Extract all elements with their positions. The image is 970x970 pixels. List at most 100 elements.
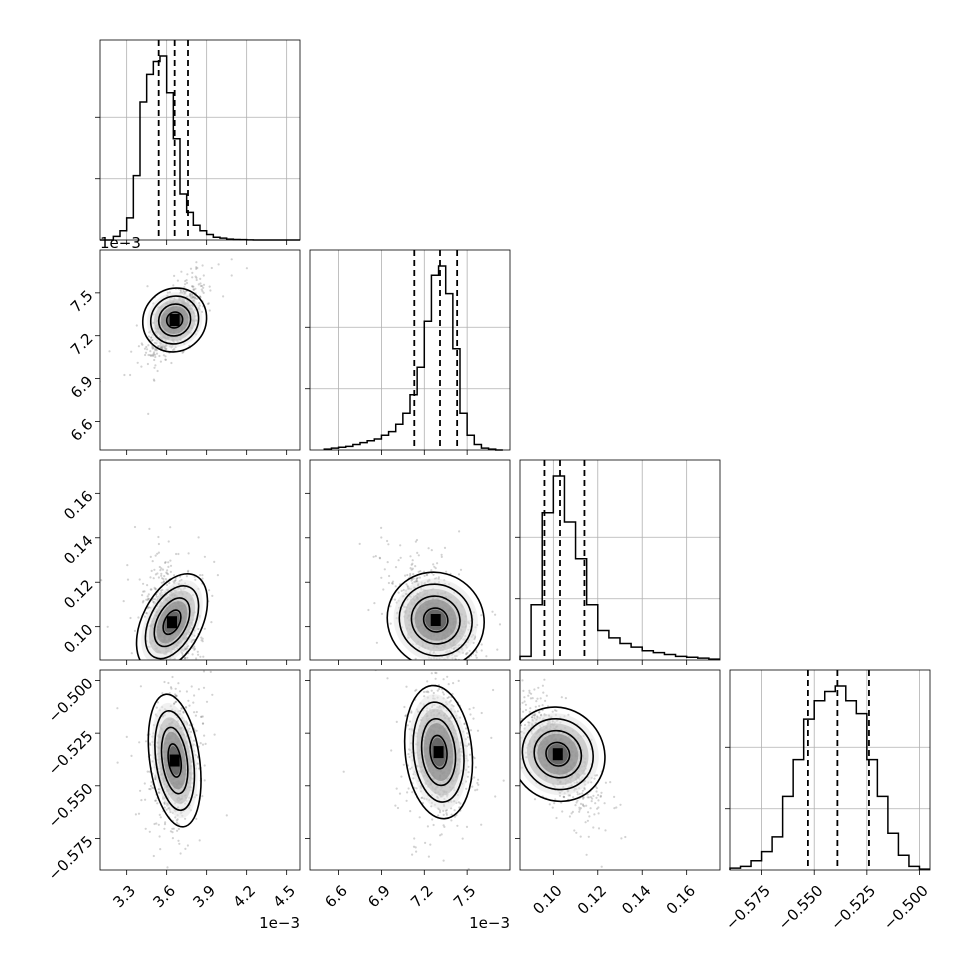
- scatter-point: [182, 675, 184, 677]
- scatter-content: [100, 236, 248, 415]
- scatter-point: [126, 578, 130, 581]
- scatter-point: [163, 823, 167, 826]
- scatter-point: [195, 661, 197, 663]
- scatter-point: [442, 809, 445, 813]
- scatter-point: [201, 637, 204, 640]
- scatter-point: [180, 674, 182, 676]
- scatter-point: [201, 722, 205, 725]
- scatter-point: [213, 733, 216, 736]
- scatter-point: [442, 693, 445, 696]
- scatter-point: [515, 752, 517, 754]
- density-peak: [169, 754, 180, 767]
- scatter-point: [152, 346, 155, 349]
- scatter-point: [229, 236, 231, 238]
- scatter-point: [191, 271, 194, 274]
- scatter-point: [416, 576, 419, 580]
- scatter-point: [154, 349, 157, 352]
- scatter-point: [179, 290, 183, 293]
- scatter-point: [160, 567, 163, 570]
- scatter-point: [138, 678, 140, 680]
- scatter-point: [397, 559, 400, 562]
- scatter-point: [465, 653, 468, 656]
- scatter-point: [151, 346, 154, 349]
- scatter-point: [434, 567, 437, 570]
- scatter-point: [158, 791, 161, 795]
- scatter-point: [442, 824, 445, 827]
- scatter-point: [185, 575, 188, 578]
- scatter-point: [161, 568, 165, 571]
- scatter-point: [187, 552, 190, 555]
- scatter-point: [230, 258, 233, 261]
- contour-line-3: [403, 684, 474, 820]
- scatter-point: [166, 569, 169, 572]
- scatter-point: [161, 588, 164, 592]
- scatter-point: [456, 666, 458, 668]
- scatter-point: [485, 655, 488, 658]
- scatter-point: [466, 732, 469, 735]
- scatter-point: [201, 715, 204, 718]
- scatter-point: [431, 818, 434, 821]
- scatter-point: [420, 796, 423, 800]
- scatter-point: [154, 587, 157, 590]
- scatter-point: [186, 662, 188, 664]
- scatter-point: [209, 670, 212, 674]
- scatter-point: [147, 353, 150, 357]
- scatter-point: [138, 578, 141, 581]
- scatter-point: [475, 656, 478, 659]
- scatter-point: [173, 674, 175, 676]
- scatter-point: [443, 546, 447, 550]
- scatter-point: [165, 583, 169, 587]
- scatter-point: [435, 666, 437, 668]
- scatter-point: [194, 578, 197, 581]
- scatter-point: [210, 266, 213, 270]
- contour-line-0: [422, 607, 449, 633]
- scatter-point: [160, 574, 163, 577]
- scatter-point: [402, 588, 405, 592]
- scatter-point: [159, 848, 162, 851]
- scatter-point: [476, 788, 479, 791]
- scatter-point: [410, 568, 413, 571]
- scatter-point: [182, 289, 185, 293]
- scatter-point: [405, 714, 408, 717]
- scatter-point: [195, 266, 198, 269]
- scatter-point: [393, 598, 397, 601]
- scatter-point: [399, 556, 402, 559]
- scatter-point: [163, 575, 166, 578]
- scatter-point: [426, 825, 429, 828]
- scatter-point: [528, 689, 531, 692]
- scatter-point: [173, 274, 176, 277]
- scatter-point: [181, 351, 184, 354]
- scatter-point: [159, 360, 162, 363]
- scatter-point: [531, 716, 534, 719]
- contour-line-3: [141, 287, 208, 353]
- scatter-point: [470, 667, 472, 669]
- scatter-point: [142, 678, 144, 680]
- scatter-point: [425, 573, 428, 576]
- scatter-point: [415, 577, 419, 580]
- scatter-point: [137, 812, 141, 815]
- scatter-point: [174, 665, 176, 667]
- scatter-point: [470, 679, 472, 681]
- scatter-point: [184, 706, 188, 709]
- scatter-point: [545, 694, 548, 697]
- scatter-point: [436, 689, 439, 692]
- scatter-point: [409, 574, 412, 577]
- scatter-point: [456, 824, 459, 827]
- scatter-point: [193, 645, 196, 648]
- contour-line-2: [144, 585, 200, 660]
- scatter-point: [441, 688, 444, 691]
- scatter-point: [159, 816, 162, 819]
- scatter-point: [152, 354, 155, 358]
- scatter-point: [176, 279, 179, 282]
- scatter-point: [140, 342, 143, 345]
- scatter-point: [147, 412, 150, 415]
- scatter-point: [161, 577, 164, 580]
- scatter-point: [203, 779, 206, 782]
- scatter-point: [152, 352, 155, 355]
- scatter-point: [133, 629, 137, 633]
- contour-line-1: [410, 595, 461, 645]
- scatter-point: [190, 664, 192, 666]
- scatter-point: [457, 573, 461, 576]
- scatter-point: [150, 588, 153, 591]
- scatter-point: [397, 591, 400, 594]
